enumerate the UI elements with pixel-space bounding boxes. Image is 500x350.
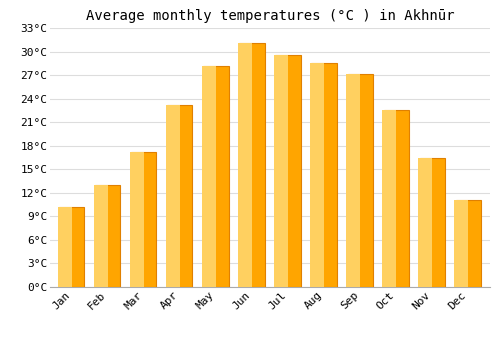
Bar — [59, 207, 84, 287]
Bar — [202, 66, 216, 287]
Bar — [240, 43, 264, 287]
Bar — [418, 158, 432, 287]
Bar — [310, 63, 324, 287]
Bar — [204, 66, 229, 287]
Bar — [456, 200, 481, 287]
Bar — [454, 200, 468, 287]
Bar — [58, 207, 71, 287]
Bar — [382, 110, 396, 287]
Bar — [276, 55, 300, 287]
Bar — [130, 152, 144, 287]
Bar — [274, 55, 288, 287]
Bar — [238, 43, 252, 287]
Bar — [384, 110, 409, 287]
Bar — [131, 152, 156, 287]
Bar — [420, 158, 445, 287]
Bar — [167, 105, 192, 287]
Title: Average monthly temperatures (°C ) in Akhnūr: Average monthly temperatures (°C ) in Ak… — [86, 9, 454, 23]
Bar — [94, 185, 108, 287]
Bar — [312, 63, 336, 287]
Bar — [95, 185, 120, 287]
Bar — [346, 74, 360, 287]
Bar — [348, 74, 373, 287]
Bar — [166, 105, 180, 287]
